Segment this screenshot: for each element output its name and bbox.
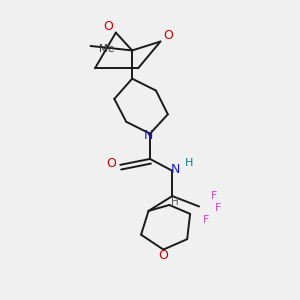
Text: H: H [184,158,193,168]
Text: F: F [211,191,217,201]
Text: F: F [203,215,210,225]
Text: N: N [144,129,153,142]
Text: H: H [171,197,179,207]
Text: O: O [163,29,173,42]
Text: Me: Me [99,44,115,54]
Text: N: N [171,163,180,176]
Text: O: O [103,20,113,33]
Text: F: F [215,203,221,213]
Text: O: O [158,249,168,262]
Text: O: O [106,157,116,170]
